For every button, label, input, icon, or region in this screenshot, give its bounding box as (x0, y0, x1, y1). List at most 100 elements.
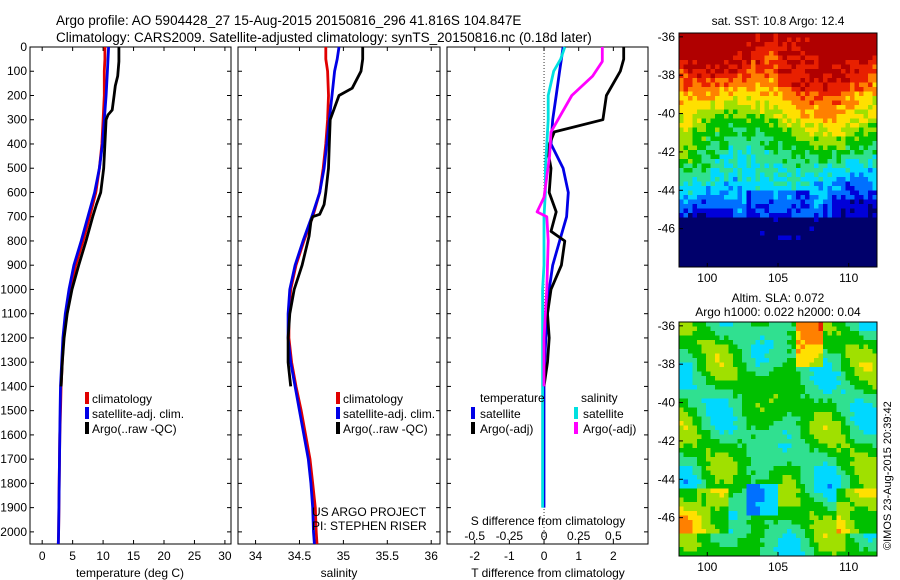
map-cell (814, 163, 819, 169)
map-cell (773, 416, 779, 422)
map-cell (845, 529, 851, 534)
map-cell (787, 69, 792, 74)
map-cell (859, 114, 864, 119)
map-cell (692, 425, 698, 431)
map-cell (818, 331, 824, 336)
difference-xticks: -2 -1 0 1 2 (469, 47, 617, 563)
map-cell (773, 199, 779, 205)
map-cell (832, 533, 837, 539)
map-cell (836, 217, 842, 223)
map-cell (769, 362, 774, 368)
legend-title-salinity: salinity (581, 391, 618, 405)
map-cell (697, 389, 702, 395)
map-cell (688, 533, 693, 539)
map-cell (701, 326, 707, 332)
map-cell (683, 177, 689, 182)
map-cell (827, 208, 833, 214)
map-cell (692, 457, 698, 462)
map-cell (832, 82, 837, 88)
map-cell (742, 235, 747, 241)
map-cell (845, 344, 851, 350)
map-cell (796, 69, 801, 74)
map-cell (688, 322, 693, 327)
map-cell (827, 55, 833, 61)
map-cell (769, 542, 774, 548)
map-cell (697, 208, 702, 214)
map-cell (710, 403, 716, 408)
map-cell (868, 376, 873, 381)
map-cell (755, 407, 761, 413)
map-cell (859, 217, 864, 223)
map-cell (868, 452, 873, 458)
map-cell (688, 231, 693, 236)
map-cell (791, 258, 797, 263)
map-cell (755, 132, 761, 137)
map-cell (701, 96, 707, 101)
map-cell (850, 46, 855, 52)
map-cell (688, 470, 693, 476)
map-cell (683, 141, 689, 146)
map-cell (746, 253, 752, 259)
map-cell (764, 349, 770, 354)
map-cell (787, 542, 792, 548)
map-cell (872, 213, 878, 218)
map-cell (845, 105, 851, 110)
map-cell (827, 493, 833, 498)
map-cell (809, 42, 815, 47)
map-cell (751, 91, 756, 97)
map-cell (773, 186, 779, 191)
map-cell (692, 448, 698, 453)
map-cell (764, 132, 770, 137)
map-cell (872, 353, 878, 359)
map-cell (760, 326, 765, 332)
map-cell (724, 484, 729, 489)
map-cell (679, 349, 684, 354)
map-cell (791, 253, 797, 259)
map-cell (760, 55, 765, 61)
map-cell (769, 145, 774, 151)
salinity-panel: 34 34.5 35 35.5 36 salinity climatology sate… (237, 46, 441, 580)
map-cell (760, 253, 765, 259)
map-cell (724, 105, 729, 110)
map-cell (773, 177, 779, 182)
map-cell (841, 42, 846, 47)
map-cell (800, 533, 806, 539)
map-cell (715, 497, 720, 503)
map-cell (719, 186, 725, 191)
map-cell (683, 430, 689, 435)
map-cell (724, 150, 729, 155)
map-cell (760, 226, 765, 232)
map-cell (706, 168, 711, 173)
map-cell (778, 145, 783, 151)
map-cell (859, 91, 864, 97)
map-cell (782, 222, 788, 227)
xtick-label: 20 (157, 549, 171, 563)
map-cell (872, 208, 878, 214)
map-cell (701, 208, 707, 214)
map-cell (827, 186, 833, 191)
map-cell (859, 511, 864, 516)
map-cell (742, 159, 747, 164)
map-cell (697, 172, 702, 178)
map-cell (859, 358, 864, 363)
map-cell (688, 226, 693, 232)
map-cell (769, 217, 774, 223)
map-cell (778, 132, 783, 137)
map-cell (827, 127, 833, 133)
map-cell (854, 141, 860, 146)
map-cell (859, 452, 864, 458)
map-cell (760, 362, 765, 368)
map-cell (845, 177, 851, 182)
map-cell (778, 484, 783, 489)
map-cell (845, 326, 851, 332)
map-cell (728, 551, 734, 557)
map-cell (868, 416, 873, 422)
map-cell (715, 524, 720, 530)
map-cell (872, 448, 878, 453)
map-cell (706, 208, 711, 214)
map-cell (832, 547, 837, 552)
map-cell (818, 497, 824, 503)
map-cell (769, 73, 774, 79)
map-cell (827, 389, 833, 395)
map-cell (742, 362, 747, 368)
